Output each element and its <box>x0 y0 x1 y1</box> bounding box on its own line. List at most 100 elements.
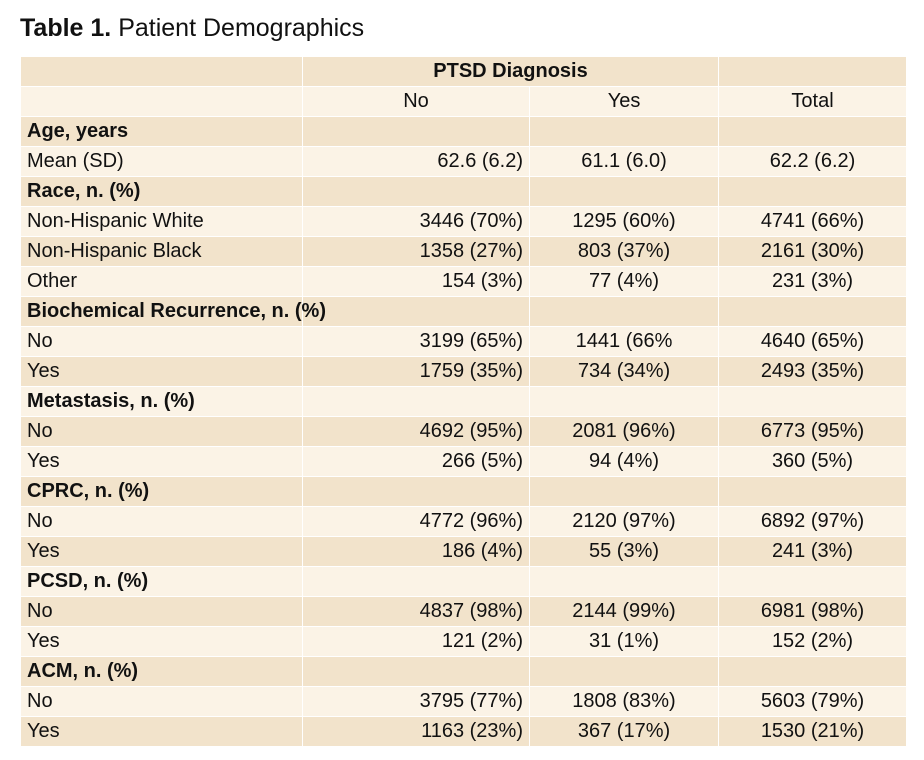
row-label: Yes <box>20 716 303 747</box>
row-label: Non-Hispanic White <box>20 206 303 237</box>
empty-cell <box>302 566 530 597</box>
header-empty-cell <box>20 86 303 117</box>
empty-cell <box>302 296 530 327</box>
ptsd-diagnosis-header: PTSD Diagnosis <box>301 56 720 87</box>
cell-yes: 55 (3%) <box>528 536 720 567</box>
empty-cell <box>302 656 530 687</box>
cell-total: 360 (5%) <box>718 446 908 477</box>
empty-cell <box>718 656 908 687</box>
row-label: Yes <box>20 536 303 567</box>
table-title: Patient Demographics <box>118 14 365 42</box>
section-title: ACM, n. (%) <box>20 656 303 687</box>
cell-no: 4837 (98%) <box>302 596 530 627</box>
row-label: Yes <box>20 446 303 477</box>
column-header-total: Total <box>718 86 908 117</box>
empty-cell <box>302 116 530 147</box>
section-title: Age, years <box>20 116 303 147</box>
row-label: No <box>20 416 303 447</box>
cell-total: 5603 (79%) <box>718 686 908 717</box>
row-label: No <box>20 506 303 537</box>
section-title: Biochemical Recurrence, n. (%) <box>20 296 326 327</box>
cell-no: 62.6 (6.2) <box>302 146 530 177</box>
header-empty-cell <box>20 56 303 87</box>
section-header-row: Metastasis, n. (%) <box>20 386 908 417</box>
cell-no: 121 (2%) <box>302 626 530 657</box>
header-row-columns: No Yes Total <box>20 86 908 117</box>
table-row: Other 154 (3%) 77 (4%) 231 (3%) <box>20 266 908 297</box>
cell-no: 4692 (95%) <box>302 416 530 447</box>
row-label: Non-Hispanic Black <box>20 236 303 267</box>
table-number: Table 1. <box>20 14 112 42</box>
cell-yes: 2144 (99%) <box>528 596 720 627</box>
cell-yes: 2081 (96%) <box>528 416 720 447</box>
row-label: Other <box>20 266 303 297</box>
cell-yes: 803 (37%) <box>528 236 720 267</box>
section-header-row: CPRC, n. (%) <box>20 476 908 507</box>
cell-total: 2161 (30%) <box>718 236 908 267</box>
column-header-yes: Yes <box>528 86 720 117</box>
cell-yes: 1295 (60%) <box>528 206 720 237</box>
cell-yes: 734 (34%) <box>528 356 720 387</box>
section-header-row: Race, n. (%) <box>20 176 908 207</box>
table-row: Yes 186 (4%) 55 (3%) 241 (3%) <box>20 536 908 567</box>
cell-no: 1163 (23%) <box>302 716 530 747</box>
empty-cell <box>718 296 908 327</box>
empty-cell <box>718 116 908 147</box>
section-title: CPRC, n. (%) <box>20 476 303 507</box>
cell-no: 186 (4%) <box>302 536 530 567</box>
header-row-group: PTSD Diagnosis <box>20 56 908 87</box>
column-header-no: No <box>302 86 530 117</box>
cell-no: 3446 (70%) <box>302 206 530 237</box>
cell-total: 1530 (21%) <box>718 716 908 747</box>
cell-no: 266 (5%) <box>302 446 530 477</box>
cell-yes: 1808 (83%) <box>528 686 720 717</box>
empty-cell <box>528 566 720 597</box>
section-title: Race, n. (%) <box>20 176 303 207</box>
cell-yes: 61.1 (6.0) <box>528 146 720 177</box>
empty-cell <box>528 116 720 147</box>
cell-no: 3199 (65%) <box>302 326 530 357</box>
section-header-row: Age, years <box>20 116 908 147</box>
cell-total: 4741 (66%) <box>718 206 908 237</box>
table-row: Mean (SD) 62.6 (6.2) 61.1 (6.0) 62.2 (6.2) <box>20 146 908 177</box>
cell-no: 3795 (77%) <box>302 686 530 717</box>
table-row: No 3795 (77%) 1808 (83%) 5603 (79%) <box>20 686 908 717</box>
table-body: PTSD Diagnosis No Yes Total Age, years Me… <box>20 56 908 747</box>
cell-total: 6773 (95%) <box>718 416 908 447</box>
cell-no: 1759 (35%) <box>302 356 530 387</box>
empty-cell <box>718 386 908 417</box>
section-title: PCSD, n. (%) <box>20 566 303 597</box>
cell-yes: 1441 (66% <box>528 326 720 357</box>
cell-yes: 77 (4%) <box>528 266 720 297</box>
cell-total: 62.2 (6.2) <box>718 146 908 177</box>
empty-cell <box>528 386 720 417</box>
demographics-table: PTSD Diagnosis No Yes Total Age, years Me… <box>20 56 908 747</box>
cell-total: 6892 (97%) <box>718 506 908 537</box>
section-title: Metastasis, n. (%) <box>20 386 303 417</box>
cell-total: 2493 (35%) <box>718 356 908 387</box>
table-row: Yes 1759 (35%) 734 (34%) 2493 (35%) <box>20 356 908 387</box>
section-header-row: ACM, n. (%) <box>20 656 908 687</box>
cell-yes: 367 (17%) <box>528 716 720 747</box>
table-row: Yes 266 (5%) 94 (4%) 360 (5%) <box>20 446 908 477</box>
cell-total: 4640 (65%) <box>718 326 908 357</box>
empty-cell <box>528 296 720 327</box>
row-label: Yes <box>20 356 303 387</box>
table-row: No 4692 (95%) 2081 (96%) 6773 (95%) <box>20 416 908 447</box>
empty-cell <box>718 176 908 207</box>
cell-no: 4772 (96%) <box>302 506 530 537</box>
row-label: No <box>20 686 303 717</box>
cell-no: 154 (3%) <box>302 266 530 297</box>
table-row: No 4772 (96%) 2120 (97%) 6892 (97%) <box>20 506 908 537</box>
table-row: Yes 121 (2%) 31 (1%) 152 (2%) <box>20 626 908 657</box>
cell-total: 6981 (98%) <box>718 596 908 627</box>
empty-cell <box>302 176 530 207</box>
section-header-row: Biochemical Recurrence, n. (%) <box>20 296 908 327</box>
row-label: No <box>20 596 303 627</box>
table-row: Non-Hispanic White 3446 (70%) 1295 (60%) 47… <box>20 206 908 237</box>
table-row: Yes 1163 (23%) 367 (17%) 1530 (21%) <box>20 716 908 747</box>
empty-cell <box>528 656 720 687</box>
row-label: No <box>20 326 303 357</box>
header-empty-cell <box>718 56 908 87</box>
cell-yes: 94 (4%) <box>528 446 720 477</box>
